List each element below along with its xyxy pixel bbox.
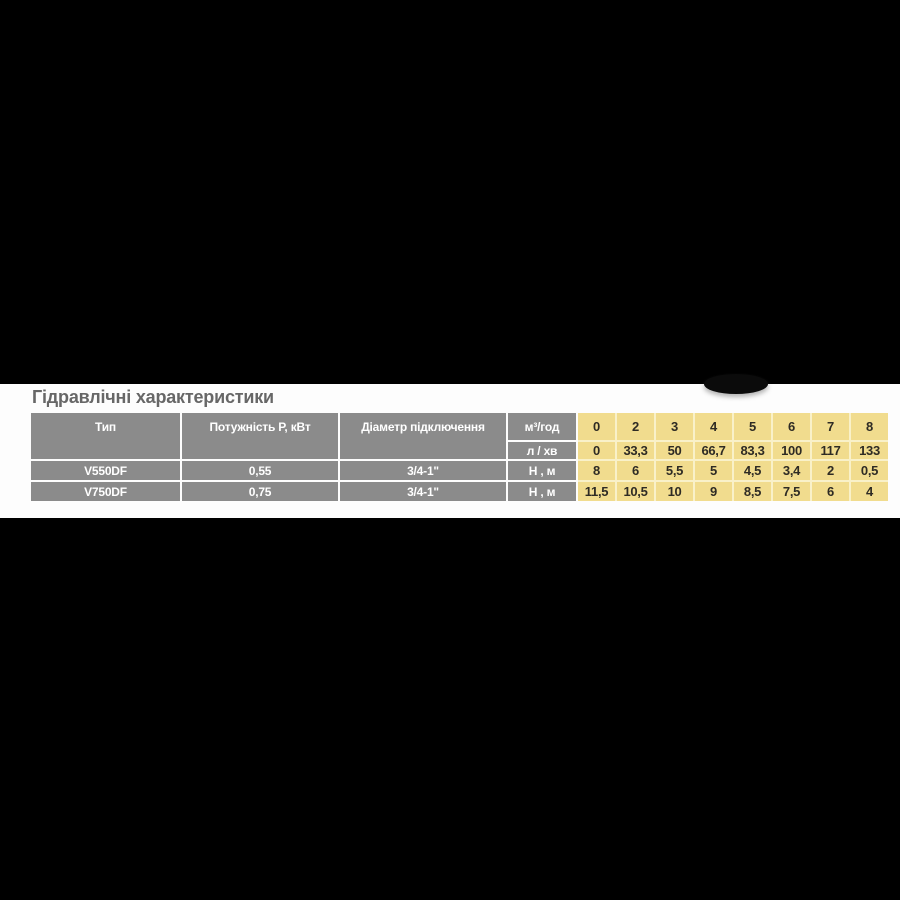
head-value: 5,5 <box>656 461 693 480</box>
flow-lmin-value: 33,3 <box>617 442 654 459</box>
flow-lmin-value: 83,3 <box>734 442 771 459</box>
head-value: 3,4 <box>773 461 810 480</box>
head-unit-cell: Н , м <box>508 461 576 480</box>
pump-type-cell: V550DF <box>31 461 180 480</box>
hydraulic-characteristics-table: Тип Потужність Р, кВт Діаметр підключенн… <box>31 413 888 501</box>
flow-lmin-value: 50 <box>656 442 693 459</box>
flow-m3h-value: 8 <box>851 413 888 440</box>
flow-lmin-value: 100 <box>773 442 810 459</box>
col-header-diameter: Діаметр підключення <box>340 413 506 459</box>
flow-lmin-value: 117 <box>812 442 849 459</box>
pump-diameter-cell: 3/4-1" <box>340 482 506 501</box>
pump-type-cell: V750DF <box>31 482 180 501</box>
flow-m3h-value: 3 <box>656 413 693 440</box>
head-unit-cell: Н , м <box>508 482 576 501</box>
head-value: 6 <box>617 461 654 480</box>
head-value: 4,5 <box>734 461 771 480</box>
head-value: 4 <box>851 482 888 501</box>
head-value: 10,5 <box>617 482 654 501</box>
head-value: 10 <box>656 482 693 501</box>
flow-m3h-value: 6 <box>773 413 810 440</box>
head-value: 11,5 <box>578 482 615 501</box>
head-value: 5 <box>695 461 732 480</box>
spec-table-band: Гідравлічні характеристики Тип Потужніст… <box>0 374 900 518</box>
head-value: 8,5 <box>734 482 771 501</box>
flow-lmin-value: 0 <box>578 442 615 459</box>
head-value: 8 <box>578 461 615 480</box>
flow-m3h-value: 4 <box>695 413 732 440</box>
flow-m3h-value: 2 <box>617 413 654 440</box>
flow-lmin-value: 133 <box>851 442 888 459</box>
flow-m3h-value: 7 <box>812 413 849 440</box>
col-header-power: Потужність Р, кВт <box>182 413 338 459</box>
flow-m3h-value: 0 <box>578 413 615 440</box>
flow-m3h-value: 5 <box>734 413 771 440</box>
flow-lmin-value: 66,7 <box>695 442 732 459</box>
head-value: 6 <box>812 482 849 501</box>
head-value: 0,5 <box>851 461 888 480</box>
flow-unit-m3h: м³/год <box>508 413 576 440</box>
pump-diameter-cell: 3/4-1" <box>340 461 506 480</box>
pump-power-cell: 0,75 <box>182 482 338 501</box>
pump-power-cell: 0,55 <box>182 461 338 480</box>
col-header-type: Тип <box>31 413 180 459</box>
head-value: 9 <box>695 482 732 501</box>
section-title: Гідравлічні характеристики <box>32 387 274 407</box>
head-value: 2 <box>812 461 849 480</box>
head-value: 7,5 <box>773 482 810 501</box>
product-photo-edge <box>704 374 768 394</box>
flow-unit-lmin: л / хв <box>508 442 576 459</box>
